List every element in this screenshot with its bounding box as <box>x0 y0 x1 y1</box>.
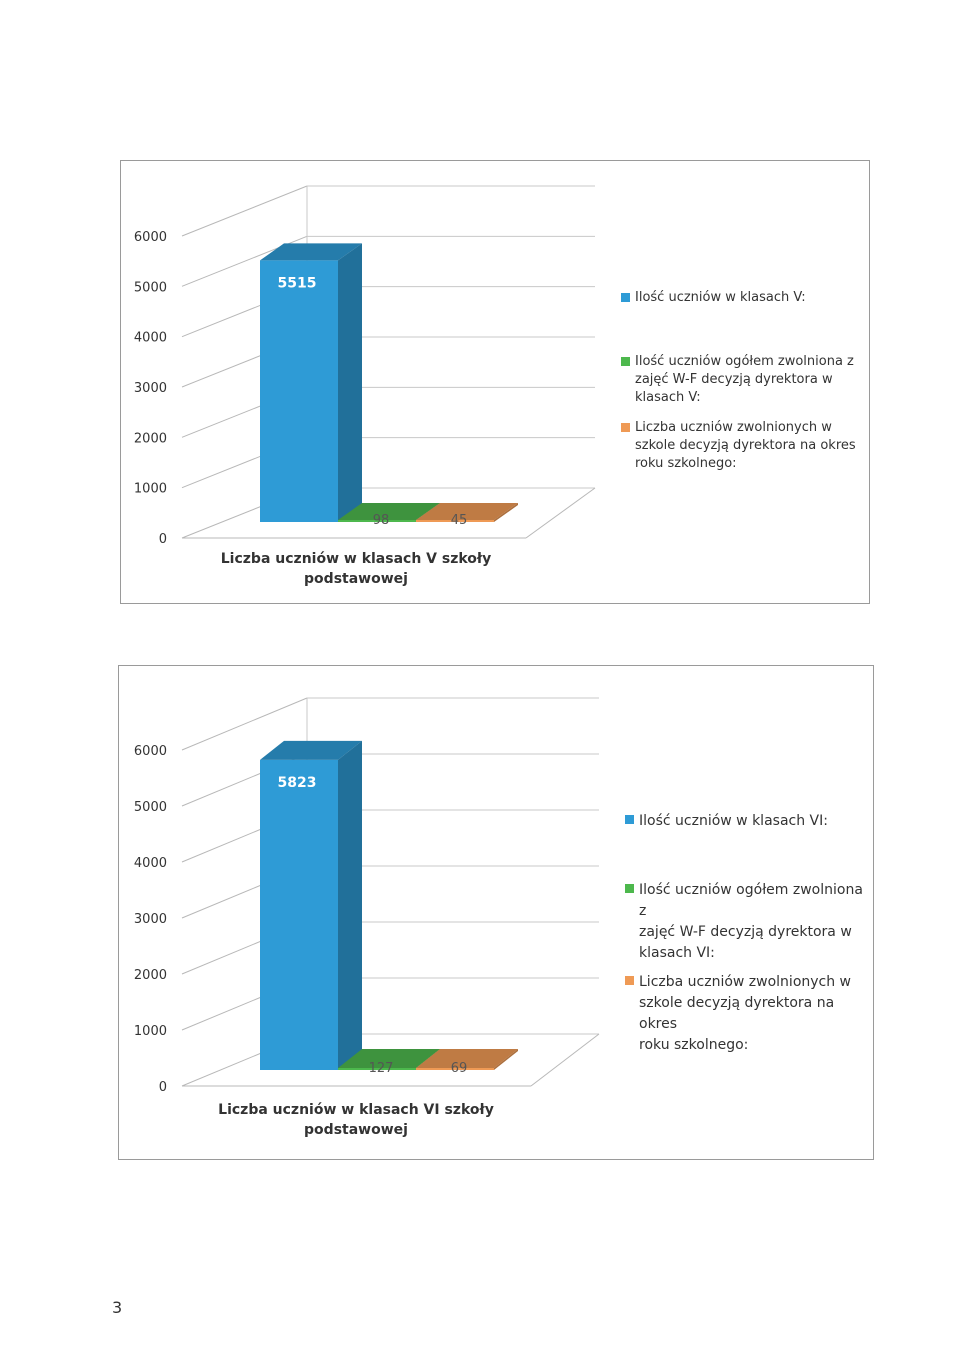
chart-legend-classes-v: Ilość uczniów w klasach V: Ilość uczniów… <box>621 289 866 485</box>
legend-label-line: Liczba uczniów zwolnionych w <box>639 974 852 990</box>
legend-swatch-green <box>621 357 630 366</box>
data-label: 98 <box>373 513 390 528</box>
bar-front-2 <box>338 1068 416 1070</box>
x-category-label: podstawowej <box>304 571 408 587</box>
legend-item: Liczba uczniów zwolnionych w szkole decy… <box>625 972 870 1056</box>
floor-right-edge <box>525 487 596 539</box>
y-tick-label: 3000 <box>134 381 167 396</box>
y-tick-label: 6000 <box>134 230 167 245</box>
bar-side-1 <box>338 740 362 1070</box>
bar-side-3 <box>494 503 518 522</box>
legend-swatch-orange <box>621 423 630 432</box>
legend-label-line: Ilość uczniów ogółem zwolniona z <box>639 882 863 919</box>
legend-label-line: zajęć W-F decyzją dyrektora w <box>635 372 833 387</box>
legend-swatch-blue <box>621 293 630 302</box>
chart-panel-classes-v: 0 1000 2000 3000 4000 5000 6000 5515 98 45 Liczba … <box>120 160 870 604</box>
bar-top-2 <box>338 503 440 520</box>
y-tick-label: 1000 <box>134 1024 167 1039</box>
legend-item: Ilość uczniów ogółem zwolniona z zajęć W… <box>621 353 866 407</box>
grid-diagonal <box>181 185 308 237</box>
page-number: 3 <box>112 1298 123 1317</box>
legend-item: Ilość uczniów w klasach V: <box>621 289 866 307</box>
y-tick-label: 0 <box>159 532 167 547</box>
legend-label-line: Liczba uczniów zwolnionych w <box>635 420 832 435</box>
legend-label: Ilość uczniów w klasach VI: <box>639 813 828 829</box>
y-tick-label: 6000 <box>134 744 167 759</box>
bar-side-1 <box>338 243 362 522</box>
legend-item: Liczba uczniów zwolnionych w szkole decy… <box>621 419 866 473</box>
floor-right-edge <box>530 1033 600 1087</box>
x-category-label: Liczba uczniów w klasach VI szkoły <box>218 1102 494 1118</box>
legend-swatch-orange <box>625 976 634 985</box>
data-label: 69 <box>451 1061 468 1076</box>
legend-label-line: szkole decyzją dyrektora na okres <box>635 438 856 453</box>
bar-top-1 <box>260 740 362 760</box>
legend-label-line: roku szkolnego: <box>639 1037 749 1053</box>
legend-label-line: Ilość uczniów ogółem zwolniona z <box>635 354 854 369</box>
legend-swatch-green <box>625 884 634 893</box>
x-category-label: Liczba uczniów w klasach V szkoły <box>221 551 491 567</box>
y-tick-label: 0 <box>159 1080 167 1095</box>
y-tick-label: 1000 <box>134 482 167 497</box>
data-label: 5515 <box>278 275 317 291</box>
bar-top-3 <box>416 503 518 520</box>
bar-front-1 <box>260 260 338 522</box>
bar-front-1 <box>260 759 338 1070</box>
legend-label-line: zajęć W-F decyzją dyrektora w <box>639 924 852 940</box>
data-label: 5823 <box>278 775 317 791</box>
data-label: 45 <box>451 513 468 528</box>
bar-top-2 <box>338 1049 440 1068</box>
bar-side-3 <box>494 1049 518 1070</box>
chart-legend-classes-vi: Ilość uczniów w klasach VI: Ilość ucznió… <box>625 811 870 1068</box>
chart-plot-classes-vi: 0 1000 2000 3000 4000 5000 6000 5823 127 69 Liczba… <box>134 697 600 1138</box>
legend-swatch-blue <box>625 815 634 824</box>
y-tick-label: 3000 <box>134 912 167 927</box>
y-tick-label: 2000 <box>134 431 167 446</box>
y-tick-label: 2000 <box>134 968 167 983</box>
bar-front-3 <box>416 520 494 522</box>
chart-plot-classes-v: 0 1000 2000 3000 4000 5000 6000 5515 98 45 Liczba … <box>134 185 596 587</box>
y-tick-label: 5000 <box>134 800 167 815</box>
y-tick-label: 4000 <box>134 856 167 871</box>
chart-panel-classes-vi: 0 1000 2000 3000 4000 5000 6000 5823 127 69 Liczba… <box>118 665 874 1160</box>
legend-label-line: szkole decyzją dyrektora na okres <box>639 995 835 1032</box>
y-tick-label: 4000 <box>134 331 167 346</box>
x-category-label: podstawowej <box>304 1122 408 1138</box>
y-tick-label: 5000 <box>134 280 167 295</box>
legend-label-line: klasach V: <box>635 390 701 405</box>
bar-top-1 <box>260 243 362 261</box>
bar-front-3 <box>416 1068 494 1070</box>
legend-item: Ilość uczniów ogółem zwolniona z zajęć W… <box>625 880 870 964</box>
legend-label-line: klasach VI: <box>639 945 715 961</box>
legend-label: Ilość uczniów w klasach V: <box>635 290 806 305</box>
bar-top-3 <box>416 1049 518 1068</box>
legend-item: Ilość uczniów w klasach VI: <box>625 811 870 832</box>
grid-diagonal <box>181 697 308 751</box>
legend-label-line: roku szkolnego: <box>635 456 737 471</box>
data-label: 127 <box>369 1061 394 1076</box>
bar-front-2 <box>338 520 416 522</box>
